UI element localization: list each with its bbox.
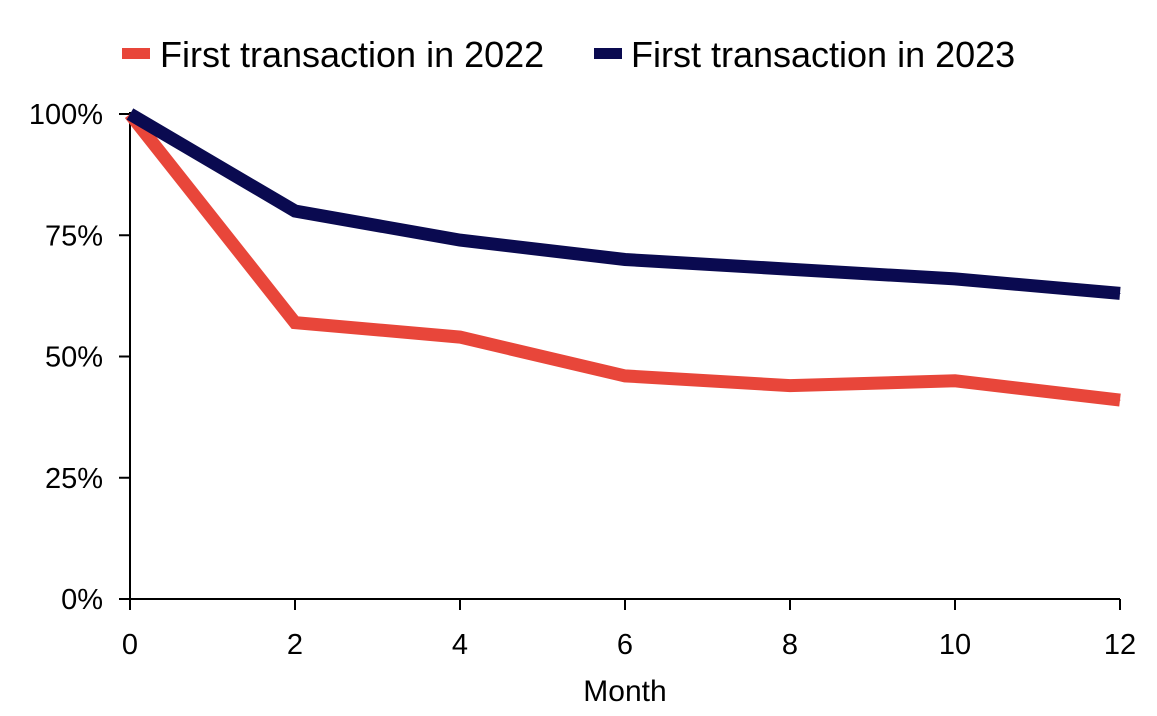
y-tick-label: 0% [61, 584, 103, 616]
x-tick-label: 8 [782, 629, 798, 661]
data-point [129, 113, 131, 115]
legend-label: First transaction in 2023 [631, 34, 1015, 75]
data-point [954, 278, 956, 280]
x-tick-label: 4 [452, 629, 468, 661]
x-tick-label: 0 [122, 629, 138, 661]
data-point [954, 380, 956, 382]
series-line-2 [126, 108, 1121, 300]
data-point [459, 336, 461, 338]
y-tick-label: 75% [45, 220, 103, 252]
y-tick-label: 50% [45, 342, 103, 374]
data-point [1119, 292, 1121, 294]
x-axis-title: Month [583, 675, 666, 708]
x-tick-label: 6 [617, 629, 633, 661]
axes: 0% 25% 50% 75% 100% 0 2 4 6 8 10 12 [29, 99, 1136, 661]
data-point [294, 322, 296, 324]
data-point [624, 259, 626, 260]
plot-area [124, 108, 1121, 407]
data-point [1119, 399, 1121, 401]
x-tick-label: 2 [287, 629, 303, 661]
legend-label: First transaction in 2022 [160, 34, 544, 75]
data-point [789, 385, 791, 387]
y-tick-label: 100% [29, 99, 103, 131]
x-tick-label: 10 [939, 629, 971, 661]
data-point [294, 210, 296, 212]
legend-swatch [122, 48, 150, 59]
x-tick-label: 12 [1104, 629, 1136, 661]
y-tick-label: 25% [45, 463, 103, 495]
data-point [459, 239, 461, 241]
legend: First transaction in 2022 First transacti… [122, 34, 1015, 75]
data-point [789, 268, 791, 270]
legend-swatch [594, 48, 622, 59]
data-point [624, 375, 626, 377]
